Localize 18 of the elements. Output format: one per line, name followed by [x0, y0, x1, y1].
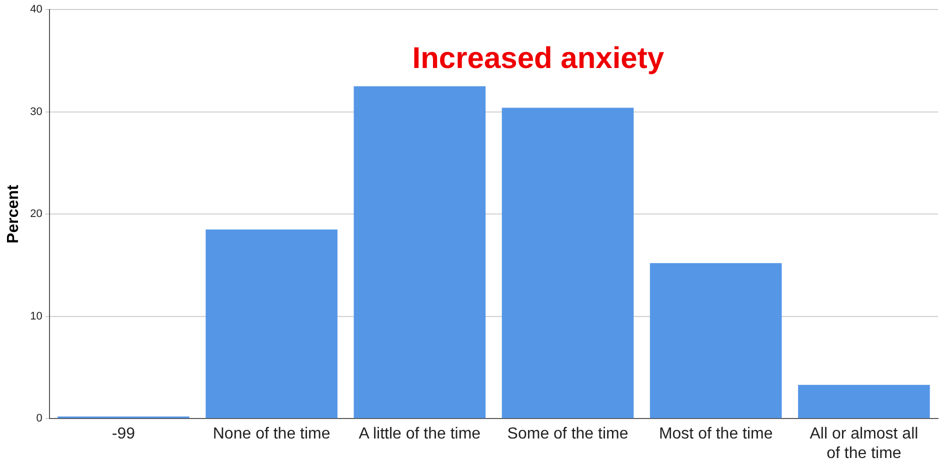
x-tick-label: Most of the time	[658, 426, 773, 443]
x-tick-label: All or almost all of the time	[810, 426, 918, 462]
y-tick-label: 0	[36, 412, 42, 425]
x-tick-label: None of the time	[212, 426, 330, 443]
y-tick-label: 20	[30, 208, 42, 220]
x-tick-label: A little of the time	[358, 426, 481, 443]
y-tick-label: 40	[30, 4, 42, 16]
bar	[502, 108, 634, 418]
y-tick-label: 30	[30, 106, 42, 118]
text: Increased anxiety	[412, 42, 664, 75]
bar	[650, 263, 782, 418]
bar	[354, 86, 486, 418]
x-tick-label: -99	[112, 426, 136, 443]
x-tick-label: Some of the time	[507, 426, 628, 443]
y-axis-title: Percent	[5, 184, 22, 244]
y-tick-label: 10	[30, 310, 42, 322]
bar	[206, 229, 338, 418]
bar	[798, 384, 930, 418]
